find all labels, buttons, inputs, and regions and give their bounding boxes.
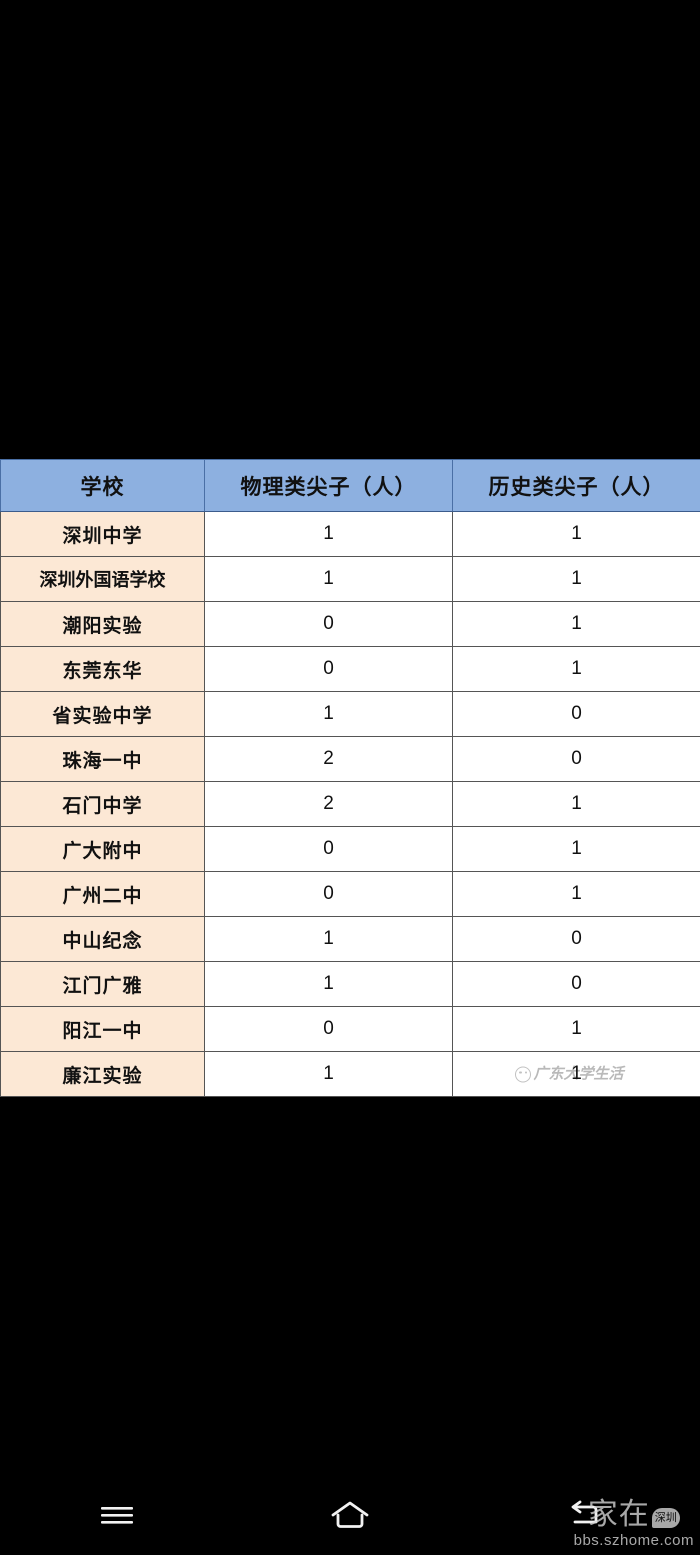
inline-wechat-watermark: 广东大学生活 [514, 1053, 624, 1096]
table-row: 石门中学 2 1 [0, 781, 700, 827]
cell-school: 深圳中学 [0, 511, 205, 557]
top-students-table: 学校 物理类尖子（人） 历史类尖子（人） 深圳中学 1 1 深圳外国语学校 1 … [0, 459, 700, 1097]
cell-school: 东莞东华 [0, 646, 205, 692]
cell-physics: 1 [204, 1051, 453, 1097]
cell-school: 珠海一中 [0, 736, 205, 782]
table-row: 广大附中 0 1 [0, 826, 700, 872]
table-row: 阳江一中 0 1 [0, 1006, 700, 1052]
table-container: 学校 物理类尖子（人） 历史类尖子（人） 深圳中学 1 1 深圳外国语学校 1 … [0, 459, 700, 1097]
cell-history: 0 [452, 691, 700, 737]
column-header-physics: 物理类尖子（人） [204, 459, 453, 512]
cell-physics: 1 [204, 961, 453, 1007]
cell-history: 0 [452, 916, 700, 962]
table-row: 深圳中学 1 1 [0, 511, 700, 557]
cell-school: 阳江一中 [0, 1006, 205, 1052]
cell-history: 1 [452, 646, 700, 692]
table-row: 广州二中 0 1 [0, 871, 700, 917]
table-header-row: 学校 物理类尖子（人） 历史类尖子（人） [0, 459, 700, 512]
recents-button[interactable] [0, 1475, 233, 1555]
cell-physics: 2 [204, 781, 453, 827]
cell-physics: 0 [204, 601, 453, 647]
cell-history: 1 [452, 871, 700, 917]
cell-history-value: 1 [571, 1063, 582, 1084]
cell-school: 廉江实验 [0, 1051, 205, 1097]
android-navigation-bar [0, 1475, 700, 1555]
back-icon [563, 1499, 603, 1531]
cell-physics: 1 [204, 556, 453, 602]
table-row: 深圳外国语学校 1 1 [0, 556, 700, 602]
cell-physics: 2 [204, 736, 453, 782]
table-row: 中山纪念 1 0 [0, 916, 700, 962]
table-header: 学校 物理类尖子（人） 历史类尖子（人） [0, 459, 700, 512]
cell-history: 0 [452, 961, 700, 1007]
cell-physics: 1 [204, 511, 453, 557]
cell-physics: 0 [204, 646, 453, 692]
table-body: 深圳中学 1 1 深圳外国语学校 1 1 潮阳实验 0 1 东莞东华 0 [0, 511, 700, 1097]
cell-school: 广州二中 [0, 871, 205, 917]
table-row: 珠海一中 2 0 [0, 736, 700, 782]
cell-physics: 0 [204, 1006, 453, 1052]
table-row: 潮阳实验 0 1 [0, 601, 700, 647]
wechat-icon [514, 1066, 531, 1082]
cell-history-with-watermark: 广东大学生活 1 [453, 1052, 700, 1096]
cell-history: 1 [452, 511, 700, 557]
cell-history: 1 [452, 826, 700, 872]
recents-icon [97, 1500, 137, 1530]
cell-school: 石门中学 [0, 781, 205, 827]
cell-history: 1 [452, 601, 700, 647]
cell-physics: 1 [204, 916, 453, 962]
cell-school: 广大附中 [0, 826, 205, 872]
cell-school: 深圳外国语学校 [0, 556, 205, 602]
cell-school: 江门广雅 [0, 961, 205, 1007]
table-row: 省实验中学 1 0 [0, 691, 700, 737]
cell-school: 中山纪念 [0, 916, 205, 962]
table-row: 东莞东华 0 1 [0, 646, 700, 692]
cell-school: 省实验中学 [0, 691, 205, 737]
column-header-history: 历史类尖子（人） [452, 459, 700, 512]
cell-history: 1 [452, 781, 700, 827]
cell-physics: 0 [204, 871, 453, 917]
cell-physics: 0 [204, 826, 453, 872]
cell-history: 1 [452, 556, 700, 602]
home-icon [329, 1498, 371, 1532]
back-button[interactable] [467, 1475, 700, 1555]
cell-physics: 1 [204, 691, 453, 737]
cell-history: 广东大学生活 1 [452, 1051, 700, 1097]
home-button[interactable] [233, 1475, 466, 1555]
cell-history: 0 [452, 736, 700, 782]
cell-school: 潮阳实验 [0, 601, 205, 647]
column-header-school: 学校 [0, 459, 205, 512]
table-row: 廉江实验 1 广东大学生活 1 [0, 1051, 700, 1097]
cell-history: 1 [452, 1006, 700, 1052]
table-row: 江门广雅 1 0 [0, 961, 700, 1007]
